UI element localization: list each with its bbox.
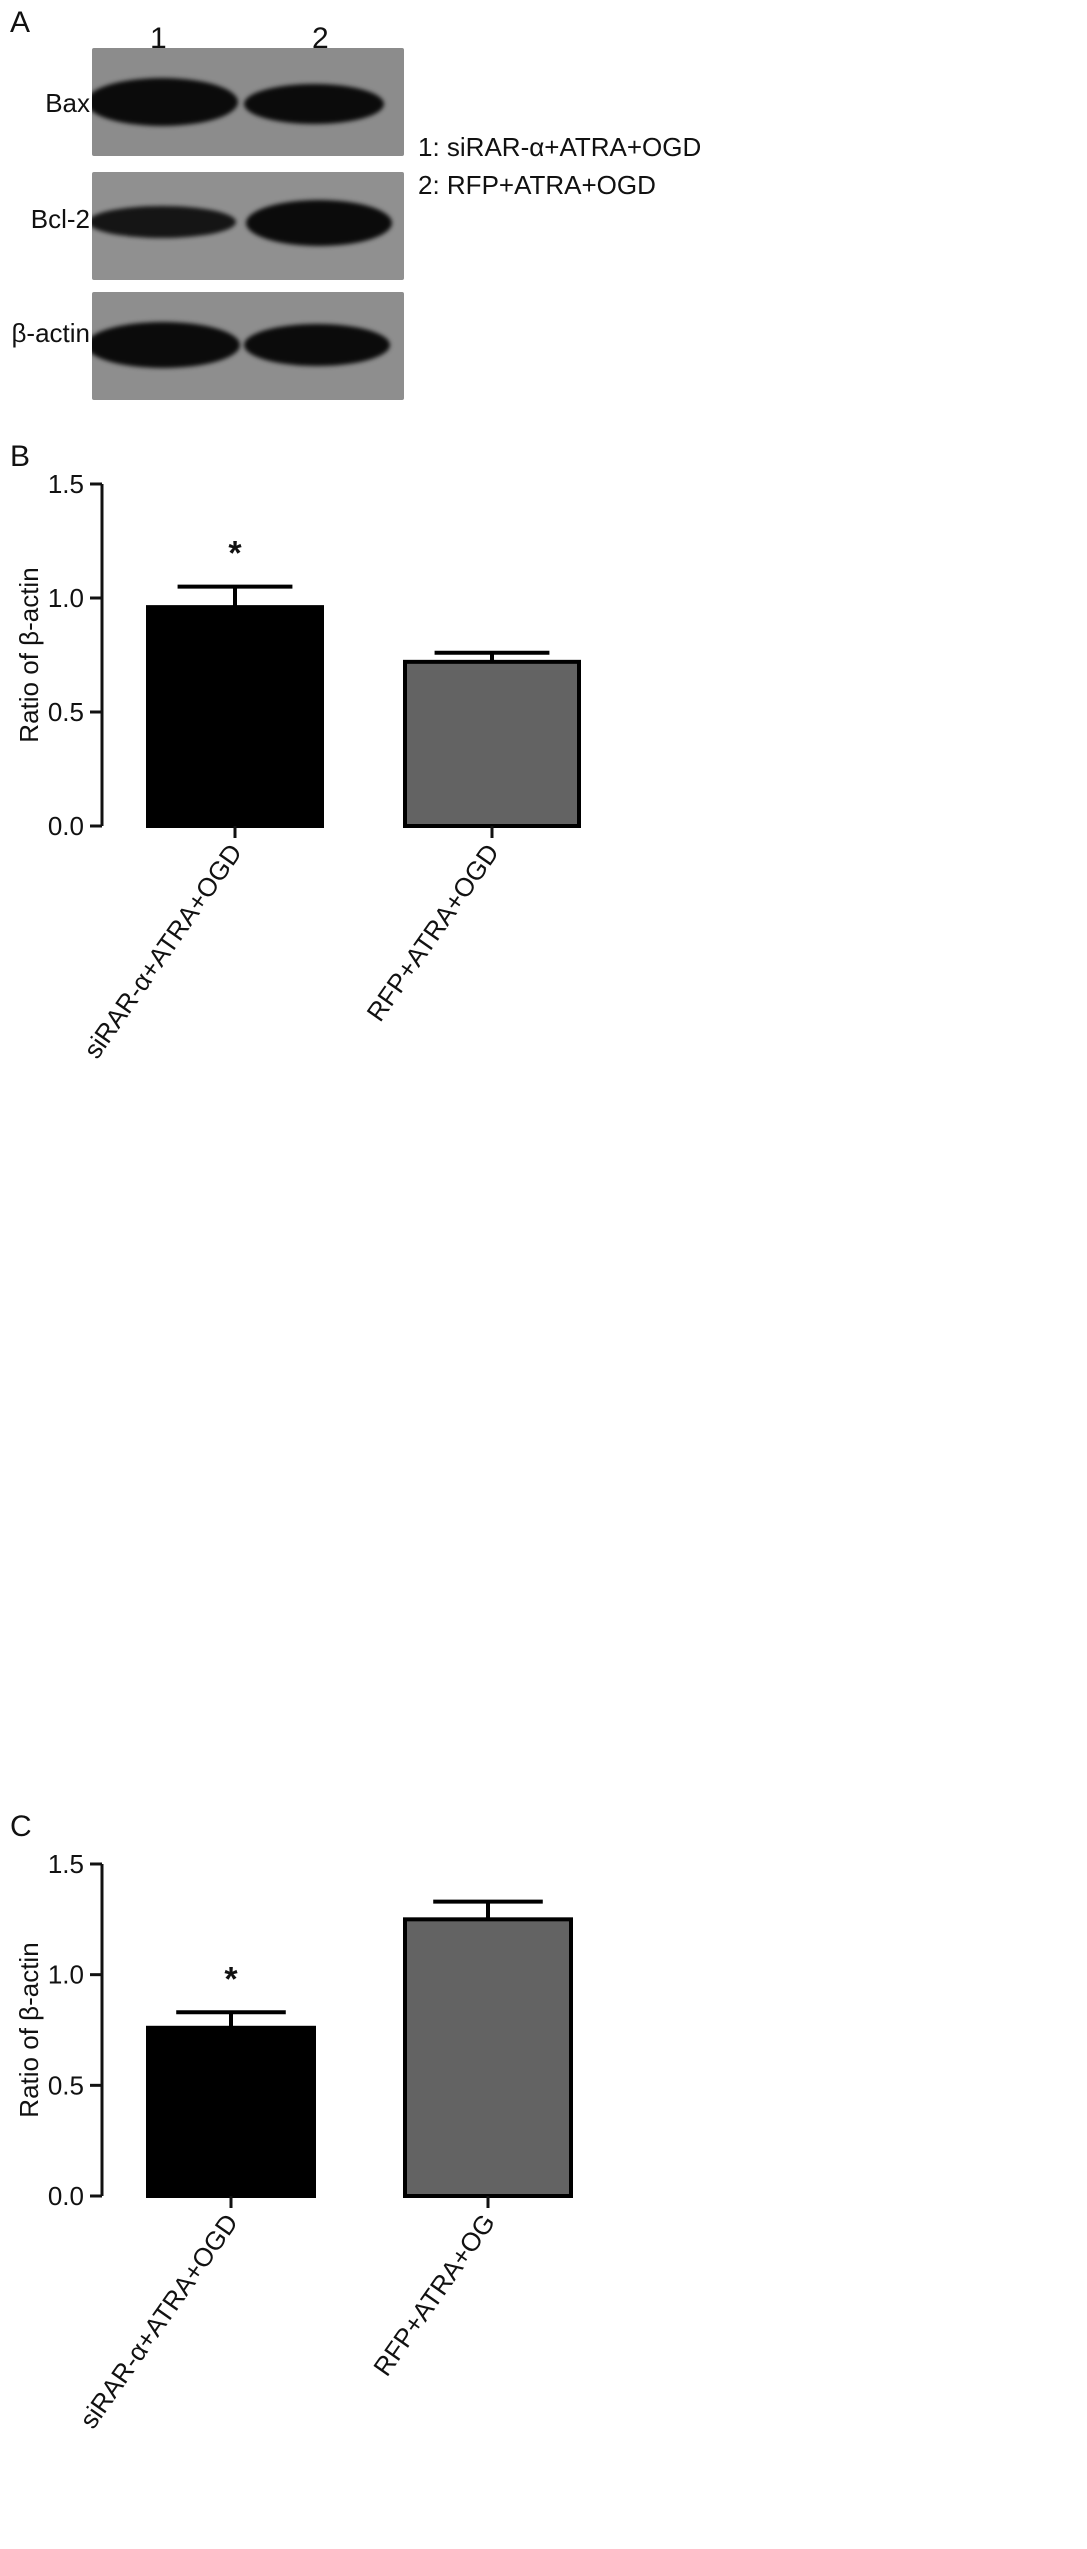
blot-strip-beta-actin: [92, 292, 404, 400]
row-label-bax: Bax: [45, 88, 90, 118]
lane-1-label: 1: [150, 22, 167, 55]
legend-line-2: 2: RFP+ATRA+OGD: [418, 170, 656, 200]
x-tick-label: siRAR-α+ATRA+OGD: [77, 838, 247, 1064]
y-axis-label: Ratio of β-actin: [14, 567, 44, 742]
band-beta-actin-lane-1: [92, 322, 240, 368]
band-bcl2-lane-2: [246, 200, 392, 246]
significance-marker: *: [224, 1960, 238, 1998]
legend-line-1: 1: siRAR-α+ATRA+OGD: [418, 132, 702, 162]
band-bax-lane-2: [244, 84, 384, 124]
x-tick-label: RFP+ATRA+OGD: [360, 838, 504, 1026]
chart-b: 0.0 0.5 1.0 1.5 Ratio of β-actin * siRAR-α+ATR…: [14, 470, 581, 1064]
significance-marker: *: [228, 535, 242, 573]
y-tick-label: 0.5: [48, 2070, 84, 2100]
band-bcl2-lane-1: [92, 206, 236, 238]
chart-c: 0.0 0.5 1.0 1.5 Ratio of β-actin * siRAR-α+ATR…: [14, 1849, 573, 2434]
y-tick-label: 1.5: [48, 1849, 84, 1879]
blot-strip-bax: [92, 48, 404, 156]
y-tick-label: 0.0: [48, 2181, 84, 2211]
panel-b-letter: B: [10, 440, 31, 473]
x-tick-label: siRAR-α+ATRA+OGD: [73, 2208, 243, 2434]
panel-a-letter: A: [10, 6, 31, 39]
bar-2: [403, 1917, 573, 2198]
panel-c-letter: C: [10, 1810, 32, 1843]
y-tick-label: 1.0: [48, 583, 84, 613]
y-tick-label: 0.5: [48, 697, 84, 727]
blot-strip-bcl2: [92, 172, 404, 280]
bar-1: [146, 2025, 316, 2198]
row-label-beta-actin: β-actin: [11, 318, 90, 348]
lane-2-label: 2: [312, 22, 329, 55]
y-tick-label: 0.0: [48, 811, 84, 841]
y-axis-label: Ratio of β-actin: [14, 1942, 44, 2117]
bar-1: [146, 605, 324, 828]
x-tick-label: RFP+ATRA+OG: [367, 2208, 501, 2381]
band-bax-lane-1: [92, 78, 238, 126]
band-beta-actin-lane-2: [244, 324, 390, 366]
y-tick-label: 1.5: [48, 470, 84, 499]
y-tick-label: 1.0: [48, 1960, 84, 1990]
row-label-bcl2: Bcl-2: [30, 204, 90, 234]
bar-2: [403, 659, 581, 828]
